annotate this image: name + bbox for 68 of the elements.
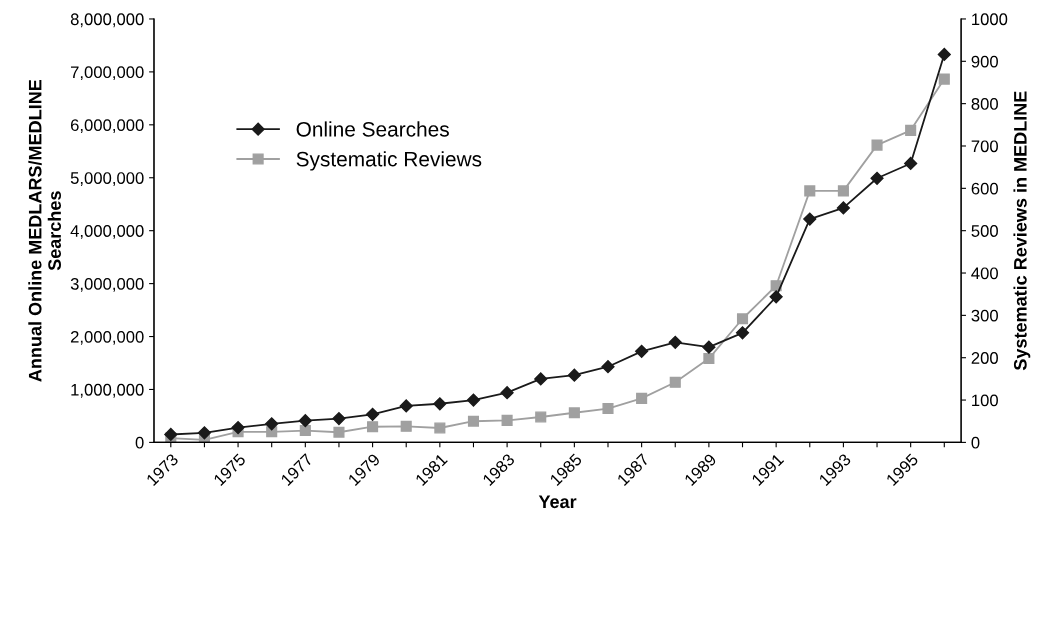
x-axis-title: Year xyxy=(538,495,577,509)
point xyxy=(568,407,580,419)
y2-axis-title: Systematic Reviews in MEDLINE xyxy=(1013,91,1031,371)
point xyxy=(938,73,950,85)
y-tick-label: 6,000,000 xyxy=(70,119,144,133)
point xyxy=(668,335,682,349)
point xyxy=(803,212,817,226)
point xyxy=(197,426,212,440)
point xyxy=(501,414,513,426)
y-axis-title: Annual Online MEDLARS/MEDLINE Searches xyxy=(28,79,62,382)
point xyxy=(265,417,279,431)
point xyxy=(567,368,581,382)
point xyxy=(399,399,413,413)
legend-label: Online Searches xyxy=(296,121,449,137)
point xyxy=(736,313,749,325)
y2-tick-label: 600 xyxy=(971,182,998,195)
y2-tick-label: 700 xyxy=(971,140,998,153)
y-tick-label: 1,000,000 xyxy=(71,383,144,398)
legend-label: Systematic Reviews xyxy=(296,151,482,171)
point xyxy=(433,397,447,411)
y-tick-label: 4,000,000 xyxy=(70,225,144,239)
y-tick-label: 0 xyxy=(135,436,144,449)
point xyxy=(871,139,883,151)
point xyxy=(601,360,615,374)
point xyxy=(367,421,379,433)
point xyxy=(635,344,649,358)
point xyxy=(702,340,716,354)
point xyxy=(703,353,715,365)
point xyxy=(231,420,245,435)
y2-tick-label: 0 xyxy=(971,436,980,449)
point xyxy=(164,427,178,442)
point xyxy=(804,185,816,197)
point xyxy=(332,411,346,426)
point xyxy=(937,47,951,62)
point xyxy=(636,392,648,404)
y2-tick-label: 300 xyxy=(971,309,998,322)
point xyxy=(534,372,548,386)
point xyxy=(299,424,311,437)
point xyxy=(535,411,547,423)
point xyxy=(365,407,380,421)
y-tick-label: 5,000,000 xyxy=(70,172,144,186)
point xyxy=(669,376,681,388)
point xyxy=(735,326,750,340)
y2-tick-label: 100 xyxy=(972,394,998,407)
point xyxy=(904,156,918,171)
point xyxy=(333,426,345,438)
y2-tick-label: 800 xyxy=(971,98,998,110)
point xyxy=(466,393,481,407)
y-tick-label: 3,000,000 xyxy=(70,278,144,292)
point xyxy=(769,290,783,304)
point xyxy=(434,422,446,434)
point xyxy=(602,402,614,415)
y2-tick-label: 400 xyxy=(971,267,998,280)
point xyxy=(870,171,884,185)
point xyxy=(400,420,412,432)
y2-tick-label: 1000 xyxy=(972,13,1008,26)
point xyxy=(905,124,917,136)
y2-tick-label: 500 xyxy=(971,225,998,237)
point xyxy=(836,201,850,215)
y-tick-label: 8,000,000 xyxy=(70,13,144,28)
y2-tick-label: 900 xyxy=(971,55,998,68)
y2-tick-label: 200 xyxy=(971,352,998,364)
point xyxy=(298,414,312,428)
point xyxy=(500,386,514,400)
point xyxy=(467,415,480,427)
y-tick-label: 7,000,000 xyxy=(70,66,144,81)
y-tick-label: 2,000,000 xyxy=(70,330,144,345)
point xyxy=(837,185,849,197)
